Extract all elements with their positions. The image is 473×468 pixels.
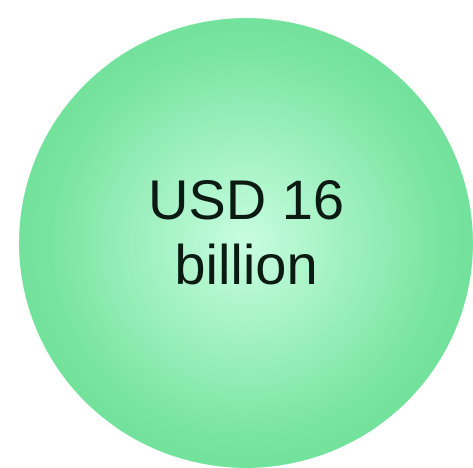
stat-value-amount: USD 16 xyxy=(147,168,345,232)
stat-circle: USD 16 billion xyxy=(19,18,473,468)
stat-value-unit: billion xyxy=(174,233,318,296)
stat-value: USD 16 billion xyxy=(148,168,344,298)
